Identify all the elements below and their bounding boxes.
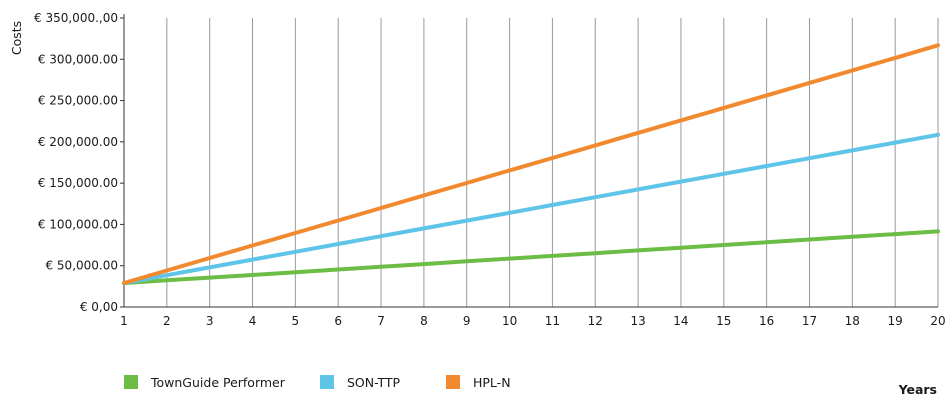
legend: TownGuide Performer SON-TTP HPL-N [124, 375, 511, 390]
series-line-0 [122, 229, 940, 286]
x-tick-label: 13 [630, 314, 645, 328]
legend-swatch [320, 375, 334, 389]
y-tick-label: € 300,000.00 [38, 52, 118, 66]
legend-label: TownGuide Performer [150, 375, 286, 390]
series-line-2 [122, 43, 940, 286]
y-axis-tick-labels: € 0,00 € 50,000.00 € 100,000.00 € 150,000.0… [34, 11, 124, 314]
y-tick-label: € 250,000.00 [38, 94, 118, 108]
x-tick-label: 8 [420, 314, 428, 328]
legend-label: SON-TTP [347, 375, 401, 390]
legend-swatch [124, 375, 138, 389]
series-line-1 [122, 132, 940, 286]
x-tick-label: 17 [802, 314, 817, 328]
x-tick-label: 15 [716, 314, 731, 328]
vertical-gridlines [166, 18, 939, 307]
x-tick-label: 5 [292, 314, 300, 328]
legend-label: HPL-N [473, 375, 511, 390]
series-lines [122, 43, 940, 286]
x-tick-label: 16 [759, 314, 774, 328]
x-tick-label: 11 [545, 314, 560, 328]
y-tick-label: € 150,000.00 [38, 176, 118, 190]
x-axis-tick-labels: 1 2 3 4 5 6 7 8 9 10 11 12 13 14 15 16 17 18 19 20 [120, 314, 945, 328]
y-tick-label: € 350,000.,00 [34, 11, 118, 25]
y-tick-label: € 0,00 [80, 300, 118, 314]
x-tick-label: 20 [930, 314, 945, 328]
y-tick-label: € 100,000.00 [38, 217, 118, 231]
x-tick-label: 3 [206, 314, 214, 328]
x-tick-label: 7 [377, 314, 385, 328]
y-tick-label: € 200,000.00 [38, 135, 118, 149]
x-tick-label: 18 [845, 314, 860, 328]
legend-swatch [446, 375, 460, 389]
y-axis-title: Costs [9, 21, 24, 55]
x-tick-label: 19 [888, 314, 903, 328]
y-tick-label: € 50,000.00 [45, 259, 118, 273]
axes [123, 14, 938, 308]
x-tick-label: 2 [163, 314, 171, 328]
x-axis-title: Years [898, 382, 937, 397]
x-tick-label: 1 [120, 314, 128, 328]
x-tick-label: 12 [588, 314, 603, 328]
x-tick-label: 4 [249, 314, 257, 328]
x-tick-label: 10 [502, 314, 517, 328]
x-tick-label: 14 [673, 314, 688, 328]
x-tick-label: 6 [334, 314, 342, 328]
x-tick-label: 9 [463, 314, 471, 328]
